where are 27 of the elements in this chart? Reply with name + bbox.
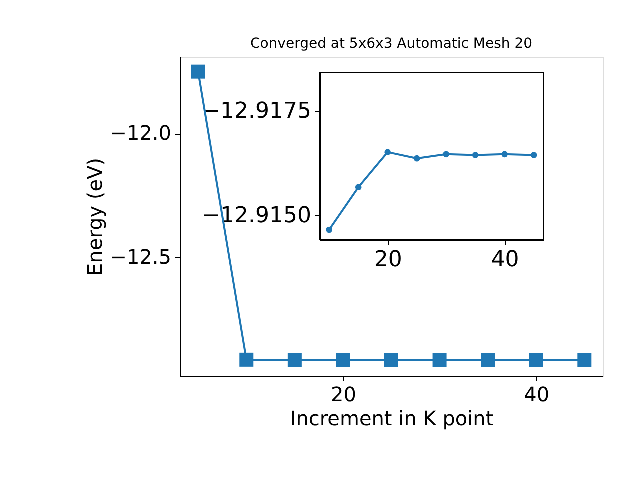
y-tick-label: −12.5 <box>110 244 172 269</box>
point <box>326 226 333 234</box>
point <box>432 353 447 368</box>
point <box>384 149 392 156</box>
y-axis-title: Energy (eV) <box>83 158 108 276</box>
point <box>481 353 496 368</box>
point <box>414 155 420 162</box>
point <box>443 151 450 158</box>
x-tick-label: 20 <box>374 248 402 272</box>
x-axis-title: Increment in K point <box>290 406 494 430</box>
point <box>336 353 350 368</box>
point <box>530 152 538 158</box>
x-tick-label: 40 <box>491 248 520 272</box>
chart-title: Converged at 5x6x3 Automatic Mesh 20 <box>250 36 533 52</box>
point <box>502 151 508 158</box>
point <box>288 353 302 368</box>
point <box>240 352 254 367</box>
x-tick-label: 40 <box>524 382 550 406</box>
point <box>191 64 206 79</box>
point <box>529 353 544 368</box>
y-tick-label: −12.9175 <box>202 99 312 124</box>
point <box>578 353 592 368</box>
point <box>472 152 479 158</box>
y-tick-label: −12.0 <box>110 121 172 146</box>
point <box>355 184 362 191</box>
point <box>384 353 398 368</box>
x-tick-label: 20 <box>330 382 356 406</box>
